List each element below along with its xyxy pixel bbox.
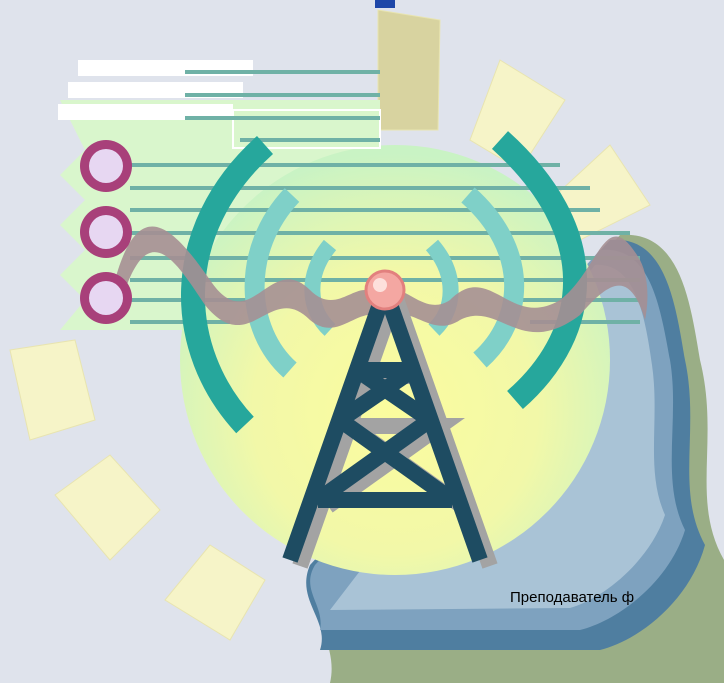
caption: Преподаватель ф (510, 589, 634, 606)
title-fragment (375, 0, 395, 8)
dots (80, 140, 132, 324)
tower (282, 287, 498, 569)
beacon-highlight (373, 278, 387, 292)
wave-ribbon (115, 226, 648, 333)
sun-rays (9, 9, 651, 641)
beacon (364, 269, 406, 311)
